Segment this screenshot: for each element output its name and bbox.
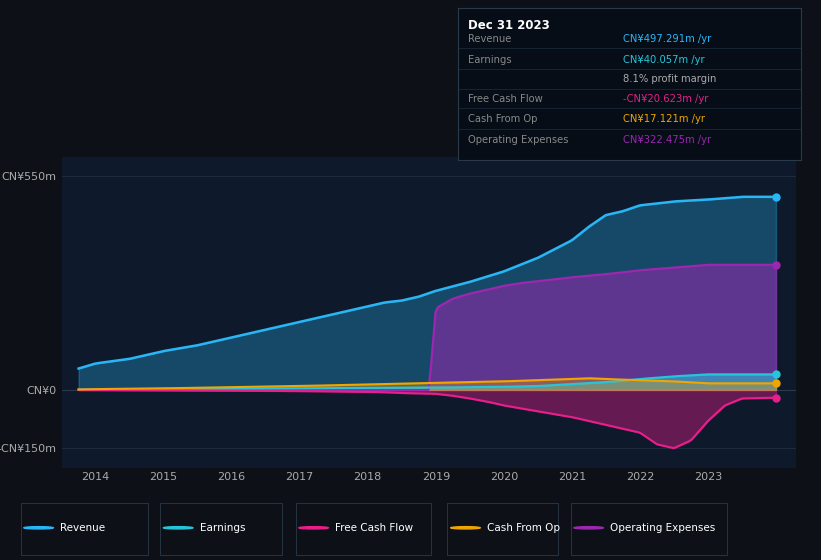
Circle shape [574,526,603,529]
Text: Dec 31 2023: Dec 31 2023 [469,19,550,32]
Circle shape [451,526,480,529]
Text: Operating Expenses: Operating Expenses [469,135,569,145]
Text: Revenue: Revenue [60,523,105,533]
Text: Cash From Op: Cash From Op [487,523,560,533]
Text: Free Cash Flow: Free Cash Flow [469,94,544,104]
Text: Revenue: Revenue [469,34,511,44]
Text: CN¥17.121m /yr: CN¥17.121m /yr [623,114,705,124]
Text: CN¥40.057m /yr: CN¥40.057m /yr [623,55,704,65]
Text: Earnings: Earnings [200,523,245,533]
Text: -CN¥20.623m /yr: -CN¥20.623m /yr [623,94,709,104]
Circle shape [163,526,193,529]
Text: CN¥322.475m /yr: CN¥322.475m /yr [623,135,711,145]
Text: Free Cash Flow: Free Cash Flow [335,523,413,533]
Text: 8.1% profit margin: 8.1% profit margin [623,74,716,85]
Circle shape [24,526,53,529]
Circle shape [299,526,328,529]
Text: Operating Expenses: Operating Expenses [610,523,715,533]
Text: Cash From Op: Cash From Op [469,114,538,124]
Text: Earnings: Earnings [469,55,512,65]
Text: CN¥497.291m /yr: CN¥497.291m /yr [623,34,711,44]
